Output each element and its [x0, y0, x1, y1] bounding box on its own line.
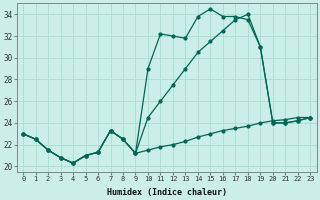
X-axis label: Humidex (Indice chaleur): Humidex (Indice chaleur): [107, 188, 227, 197]
